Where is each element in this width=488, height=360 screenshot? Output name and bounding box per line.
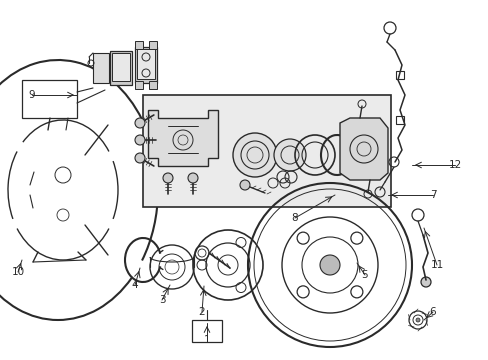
- Circle shape: [163, 173, 173, 183]
- Text: 1: 1: [203, 335, 210, 345]
- Text: 8: 8: [291, 213, 298, 223]
- Bar: [112, 53, 130, 81]
- Bar: [22, 80, 77, 118]
- Text: 5: 5: [361, 270, 367, 280]
- Bar: [135, 41, 142, 49]
- Text: 7: 7: [429, 190, 435, 200]
- Bar: [395, 116, 403, 124]
- Text: 11: 11: [429, 260, 443, 270]
- Circle shape: [232, 133, 276, 177]
- Bar: [135, 81, 142, 89]
- Bar: [395, 71, 403, 79]
- Circle shape: [135, 118, 145, 128]
- Bar: [110, 51, 132, 85]
- Bar: [142, 95, 390, 207]
- Circle shape: [319, 255, 339, 275]
- Text: 4: 4: [131, 280, 138, 290]
- Text: 6: 6: [429, 307, 435, 317]
- Circle shape: [273, 139, 305, 171]
- Text: 3: 3: [159, 295, 165, 305]
- Polygon shape: [148, 110, 218, 166]
- Bar: [192, 320, 222, 342]
- Circle shape: [135, 153, 145, 163]
- Text: 10: 10: [11, 267, 24, 277]
- Circle shape: [415, 318, 419, 322]
- Text: 2: 2: [198, 307, 205, 317]
- Text: 9: 9: [29, 90, 35, 100]
- Circle shape: [187, 173, 198, 183]
- Circle shape: [135, 135, 145, 145]
- Bar: [149, 81, 157, 89]
- Bar: [137, 49, 155, 79]
- Polygon shape: [339, 118, 387, 180]
- Circle shape: [240, 180, 249, 190]
- Bar: [93, 53, 109, 83]
- Bar: [149, 41, 157, 49]
- Circle shape: [420, 277, 430, 287]
- Bar: [135, 47, 157, 83]
- Text: 12: 12: [447, 160, 461, 170]
